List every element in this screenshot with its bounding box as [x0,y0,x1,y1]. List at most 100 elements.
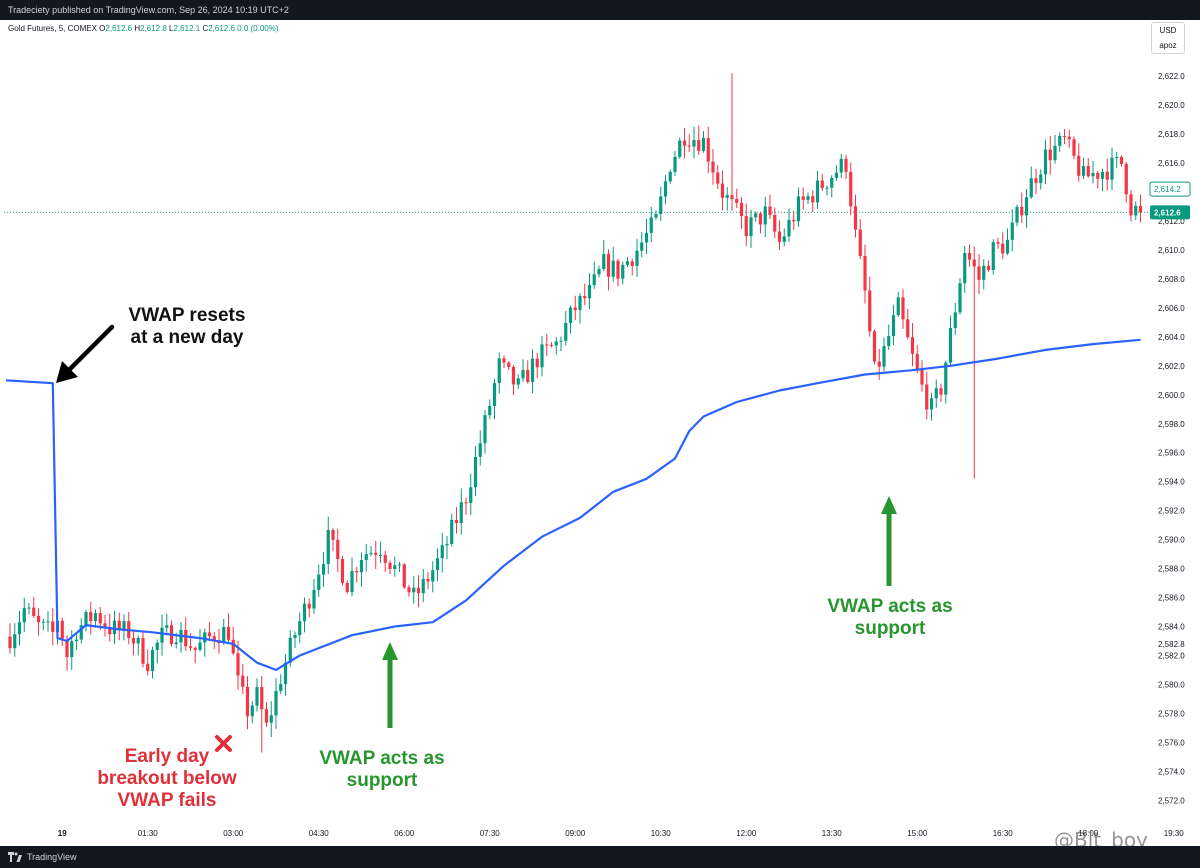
time-tick-label: 06:00 [394,829,415,838]
candle-body [882,346,886,367]
candle-body [112,620,117,635]
candle-body [165,625,169,628]
candle-body [616,260,620,279]
prev-price-label: 2,614.2 [1154,185,1181,194]
price-axis: 2,572.0 2,574.0 2,576.0 2,578.0 2,580.0 2,582… [1148,20,1200,846]
candle-body [967,253,972,260]
candle-body [564,323,568,341]
published-text: Tradeciety published on TradingView.com,… [8,5,289,15]
time-tick-label: 19:30 [1164,829,1185,838]
candle-body [744,216,748,237]
candle-body [274,691,278,716]
candle-body [378,554,383,556]
candle-body [345,582,349,593]
candle-body [79,625,83,640]
candle-body [374,552,378,555]
candle-body [260,687,264,710]
candle-body [1005,239,1010,254]
price-tick-label: 2,576.0 [1158,738,1185,747]
time-tick-label: 12:00 [736,829,757,838]
candle-body [673,156,677,172]
candle-body [701,138,706,151]
arrow-black-shaft [65,324,115,374]
candle-body [150,649,155,672]
time-axis: 19 01:30 03:00 04:30 06:00 07:30 09:00 10:30 12:… [0,822,1184,846]
candle-body [74,639,79,642]
symbol-name: Gold Futures, 5, COMEX [8,24,97,33]
price-tick-label: 2,600.0 [1158,391,1185,400]
candle-body [606,254,611,277]
candle-body [583,296,587,299]
candle-body [939,388,943,395]
time-tick-label: 10:30 [651,829,672,838]
price-tick-label: 2,574.0 [1158,767,1185,776]
candle-body [834,172,839,178]
price-tick-label: 2,622.0 [1158,72,1185,81]
candle-body [93,613,98,622]
symbol-legend[interactable]: Gold Futures, 5, COMEX O2,612.6 H2,612.8… [8,24,279,33]
candle-body [825,187,829,189]
candle-body [198,642,202,650]
time-tick-label: 16:30 [993,829,1014,838]
price-tick-label: 2,578.0 [1158,709,1185,718]
candle-body [1081,166,1086,176]
candle-body [203,632,207,643]
candle-body [302,603,307,622]
candle-body [355,570,359,573]
candle-body [725,195,729,198]
candle-body [397,564,402,566]
candle-body [644,232,649,243]
last-price-label: 2,612.6 [1154,208,1181,217]
candle-body [739,202,744,217]
candle-body [459,502,463,523]
candle-body [720,183,725,198]
candle-body [668,171,672,182]
candle-body [36,615,41,623]
candle-body [8,636,12,649]
currency-box[interactable]: USD apoz [1151,22,1185,54]
candle-body [511,366,516,385]
candle-body [255,687,259,706]
candle-body [364,554,368,561]
candle-body [1072,139,1076,156]
candle-body [844,158,848,172]
candle-body [649,217,653,233]
candle-body [174,642,178,645]
candle-body [920,368,924,385]
candle-body [507,362,511,367]
candle-body [948,327,953,363]
candles-layer [8,73,1143,753]
candle-body [1124,163,1128,195]
candle-body [682,140,687,146]
candle-body [711,161,715,173]
candle-body [412,587,416,593]
candle-body [782,236,786,242]
candle-body [735,199,739,203]
candle-body [27,607,31,609]
candle-body [70,641,74,658]
candle-body [241,675,245,687]
candle-body [340,558,345,583]
candle-body [787,219,791,237]
candle-body [991,242,995,271]
candle-body [887,336,891,347]
price-tick-label: 2,588.0 [1158,565,1185,574]
candle-body [136,638,140,644]
candle-body [1001,243,1005,254]
candle-body [654,214,658,218]
footer-brand: TradingView [27,852,77,862]
candle-body [359,560,364,573]
candle-body [768,206,772,215]
time-tick-label: 09:00 [565,829,586,838]
candle-body [706,138,710,162]
publish-bar: Tradeciety published on TradingView.com,… [0,0,1200,20]
candle-body [326,529,330,564]
candle-body [602,254,606,270]
candle-body [630,261,634,266]
candle-body [46,621,50,623]
candle-body [464,502,468,504]
candle-body [559,340,563,342]
candle-body [982,265,986,280]
candle-body [877,361,881,367]
